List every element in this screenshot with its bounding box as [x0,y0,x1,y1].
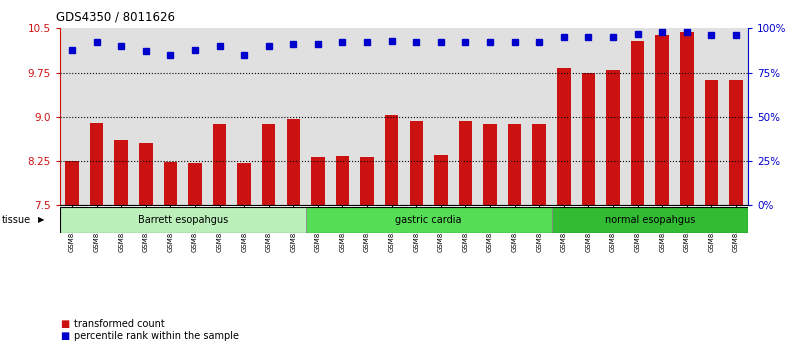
Bar [655,35,669,205]
Text: normal esopahgus: normal esopahgus [605,215,695,225]
Text: tissue: tissue [2,215,31,225]
Bar [164,162,178,205]
Bar [188,163,201,205]
Text: ▶: ▶ [38,215,45,224]
Bar [237,163,251,205]
Bar [306,207,552,233]
Text: ■: ■ [60,331,69,341]
Bar [434,155,447,205]
Bar [115,141,128,205]
Bar [213,125,226,205]
Bar [409,121,423,205]
Bar [680,32,693,205]
Bar [704,80,718,205]
Bar [458,121,472,205]
Bar [582,73,595,205]
Bar [262,125,275,205]
Bar [65,161,79,205]
Bar [311,157,325,205]
Text: transformed count: transformed count [74,319,165,329]
Text: percentile rank within the sample: percentile rank within the sample [74,331,239,341]
Text: Barrett esopahgus: Barrett esopahgus [138,215,228,225]
Bar [630,41,644,205]
Bar [483,125,497,205]
Bar [385,115,399,205]
Bar [361,157,374,205]
Bar [729,80,743,205]
Bar [90,123,103,205]
Text: GDS4350 / 8011626: GDS4350 / 8011626 [56,11,174,24]
Bar [336,156,349,205]
Bar [60,207,306,233]
Bar [508,125,521,205]
Text: ■: ■ [60,319,69,329]
Bar [139,143,153,205]
Bar [533,125,546,205]
Bar [552,207,748,233]
Bar [287,119,300,205]
Text: gastric cardia: gastric cardia [396,215,462,225]
Bar [607,70,620,205]
Bar [557,68,571,205]
